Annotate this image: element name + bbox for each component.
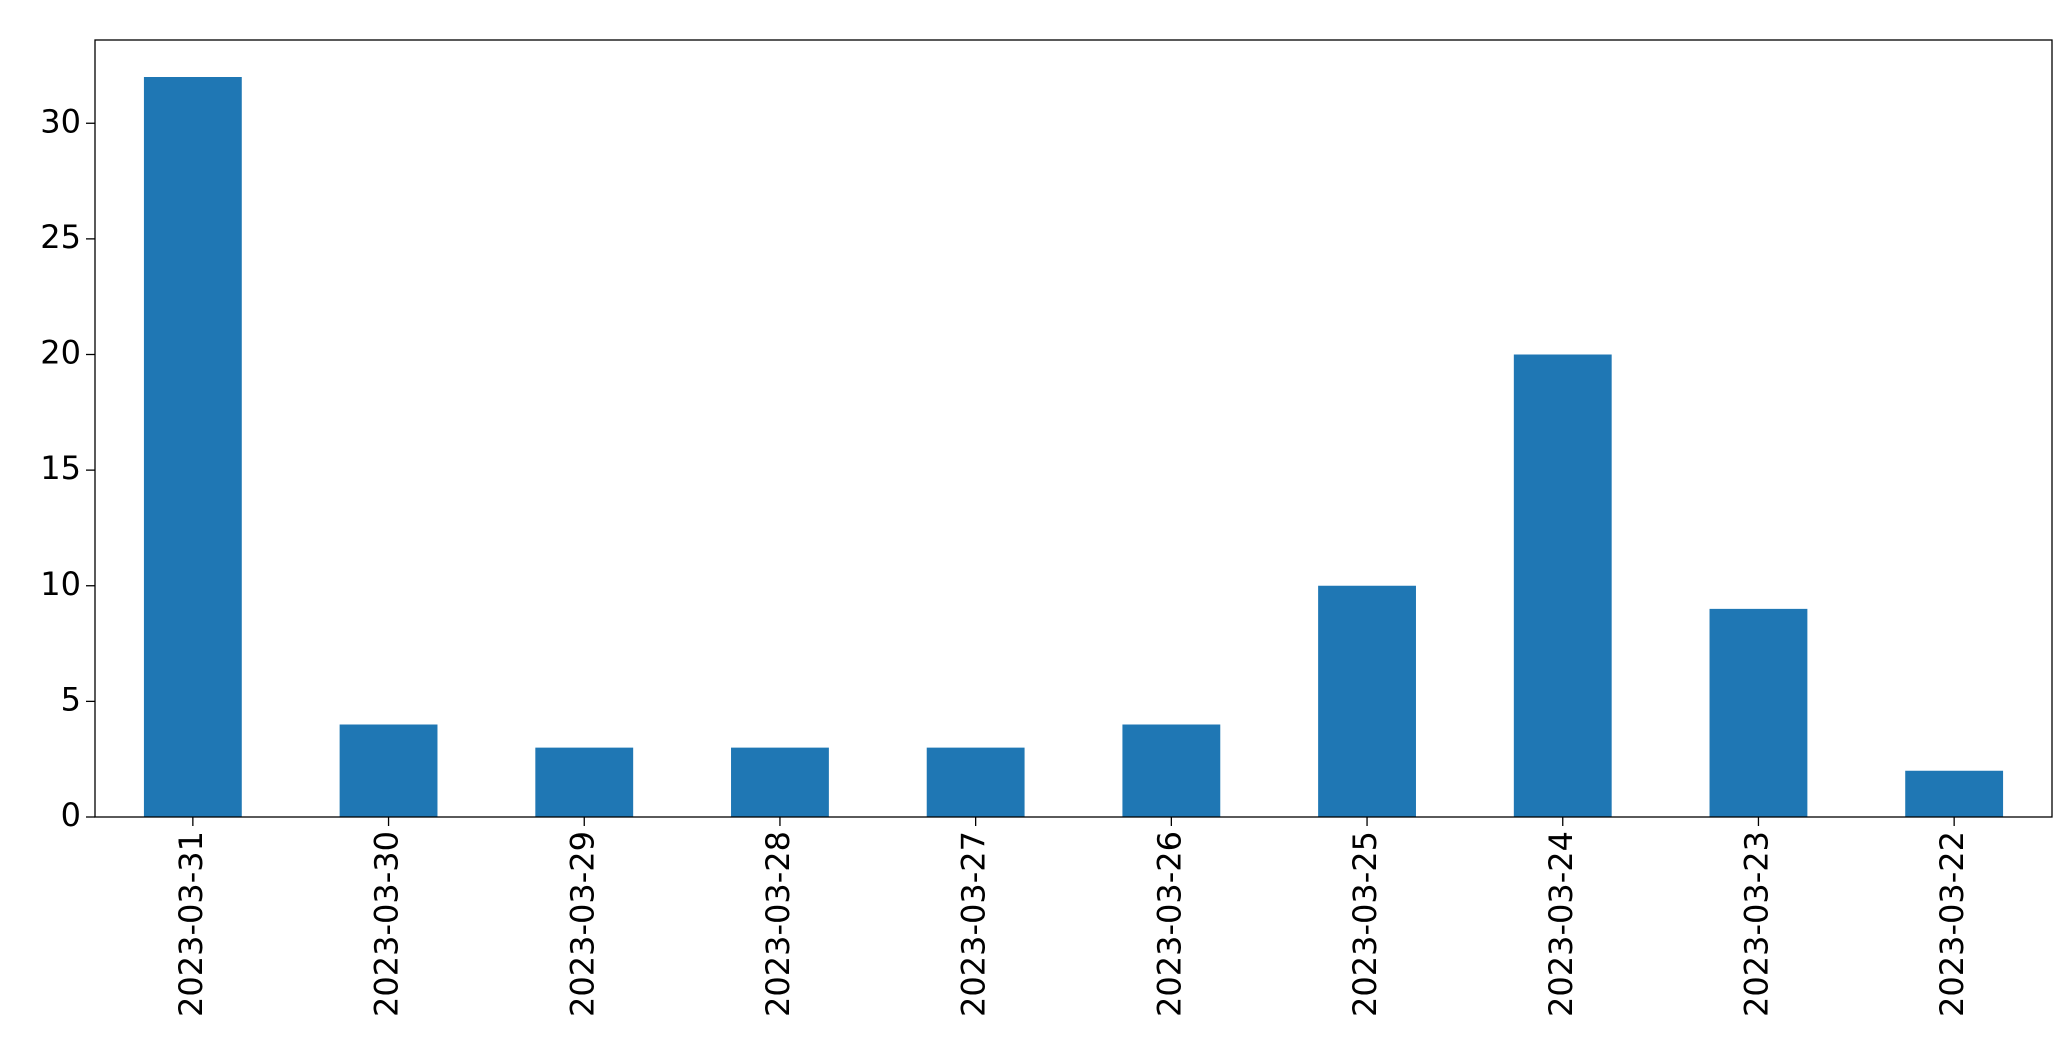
bar <box>535 747 634 817</box>
x-tick-label: 2023-03-24 <box>1542 831 1580 1017</box>
x-tick-label: 2023-03-22 <box>1933 831 1971 1017</box>
y-tick-label: 30 <box>40 102 81 140</box>
y-tick-label: 25 <box>40 218 81 256</box>
plot-frame <box>94 39 2053 818</box>
bar <box>926 747 1025 817</box>
x-tick-label: 2023-03-26 <box>1150 831 1188 1017</box>
x-tick-label: 2023-03-27 <box>955 831 993 1017</box>
bar <box>1513 354 1612 817</box>
x-tick-label: 2023-03-31 <box>172 831 210 1017</box>
x-tick-label: 2023-03-28 <box>759 831 797 1017</box>
bar <box>1318 585 1416 817</box>
bar <box>1709 608 1808 817</box>
y-tick-label: 10 <box>40 565 81 603</box>
bar <box>1905 770 2004 817</box>
y-tick-label: 5 <box>61 680 81 718</box>
bar <box>1122 724 1221 817</box>
x-tick-label: 2023-03-25 <box>1346 831 1384 1017</box>
bar <box>143 77 242 817</box>
bar <box>339 724 438 817</box>
x-tick-label: 2023-03-29 <box>563 831 601 1017</box>
y-tick-label: 15 <box>40 449 81 487</box>
y-tick-label: 20 <box>40 334 81 372</box>
x-tick-label: 2023-03-23 <box>1737 831 1775 1017</box>
y-tick-label: 0 <box>61 796 81 834</box>
bar <box>731 747 829 817</box>
x-tick-label: 2023-03-30 <box>368 831 406 1017</box>
